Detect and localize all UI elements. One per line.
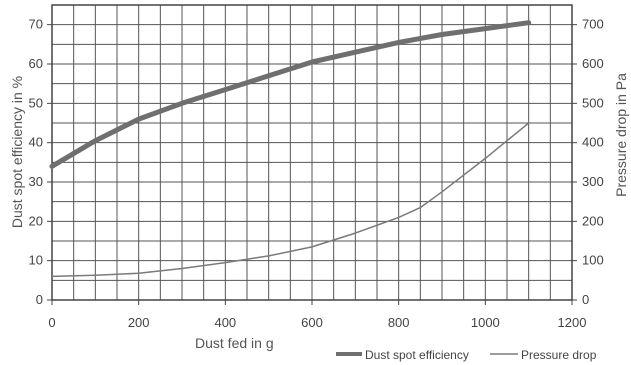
- x-tick-label: 400: [214, 315, 236, 330]
- y-tick-label: 0: [36, 292, 43, 307]
- y-axis-right-title: Pressure drop in Pa: [613, 73, 629, 197]
- grid: [52, 5, 572, 300]
- y-tick-label: 60: [29, 56, 43, 71]
- legend: Dust spot efficiency Pressure drop: [336, 348, 597, 362]
- y-axis-right: 0 100 200 300 400 500 600 700: [572, 17, 604, 307]
- y2-tick-label: 0: [582, 292, 589, 307]
- y-tick-label: 30: [29, 174, 43, 189]
- series-line-pressure-drop: [51, 122, 530, 278]
- y2-tick-label: 400: [582, 135, 604, 150]
- x-tick-label: 200: [128, 315, 150, 330]
- y2-tick-label: 200: [582, 213, 604, 228]
- y-axis-left: 0 10 20 30 40 50 60 70: [29, 17, 52, 307]
- x-axis-title: Dust fed in g: [195, 335, 274, 351]
- y2-tick-label: 600: [582, 56, 604, 71]
- y-tick-label: 70: [29, 17, 43, 32]
- y-tick-label: 50: [29, 95, 43, 110]
- legend-label-pressure-drop: Pressure drop: [521, 348, 597, 362]
- y-axis-left-title: Dust spot efficiency in %: [9, 76, 25, 228]
- y-tick-label: 40: [29, 135, 43, 150]
- x-tick-label: 800: [388, 315, 410, 330]
- x-tick-label: 1000: [471, 315, 500, 330]
- y2-tick-label: 700: [582, 17, 604, 32]
- y2-tick-label: 500: [582, 95, 604, 110]
- y2-tick-label: 300: [582, 174, 604, 189]
- series-line-dust-spot-efficiency: [49, 20, 532, 169]
- x-tick-label: 1200: [558, 315, 587, 330]
- legend-label-dust-spot-efficiency: Dust spot efficiency: [365, 348, 469, 362]
- x-tick-label: 600: [301, 315, 323, 330]
- y2-tick-label: 100: [582, 253, 604, 268]
- x-tick-label: 0: [48, 315, 55, 330]
- x-axis: 0 200 400 600 800 1000 1200: [48, 300, 586, 330]
- series-layer: [49, 20, 532, 278]
- y-tick-label: 10: [29, 253, 43, 268]
- y-tick-label: 20: [29, 213, 43, 228]
